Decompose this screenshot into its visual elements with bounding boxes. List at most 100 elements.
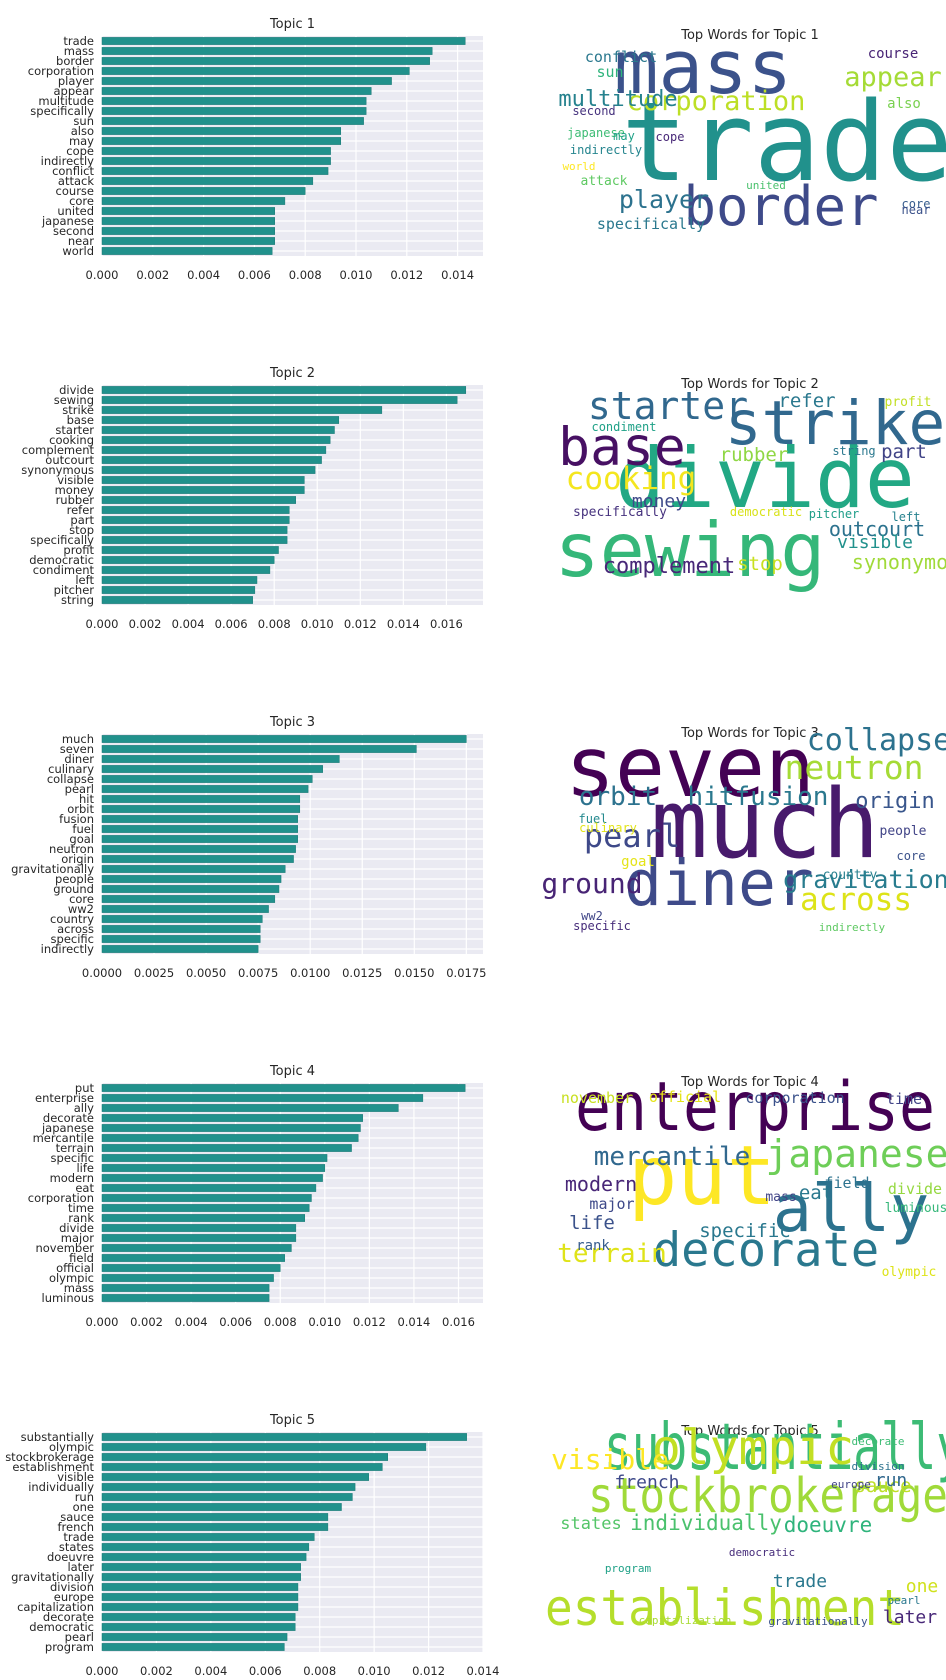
x-tick-label: 0.014 bbox=[387, 617, 420, 631]
y-tick-label: corporation bbox=[28, 64, 94, 78]
y-tick-label: specifically bbox=[30, 533, 94, 547]
y-tick-label: decorate bbox=[43, 1610, 94, 1624]
bar-trade bbox=[101, 37, 466, 45]
bar-course bbox=[101, 187, 306, 195]
bar-money bbox=[101, 486, 305, 494]
bar-synonymous bbox=[101, 466, 316, 474]
y-tick-label: world bbox=[62, 244, 94, 258]
y-tick-label: course bbox=[56, 184, 94, 198]
cloud-word: cope bbox=[656, 130, 685, 144]
bar-gravitationally bbox=[101, 865, 286, 873]
bar-europe bbox=[101, 1593, 299, 1601]
y-tick-label: pearl bbox=[65, 1630, 94, 1644]
bar-pearl bbox=[101, 1633, 288, 1641]
cloud-word: japanese bbox=[567, 126, 625, 140]
cloud-word: rank bbox=[576, 1238, 610, 1254]
bar-democratic bbox=[101, 1623, 296, 1631]
chart-title: Topic 2 bbox=[269, 366, 315, 381]
bar-official bbox=[101, 1264, 281, 1272]
bar-chart-topic-2: 0.000 0.002 0.004 0.006 0.008 0.010 0.012 0.014… bbox=[21, 366, 483, 631]
y-tick-label: condiment bbox=[33, 563, 95, 577]
cloud-word: string bbox=[832, 444, 875, 458]
cloud-word: fuel bbox=[579, 812, 608, 826]
cloud-word: capitalization bbox=[639, 1614, 732, 1627]
bar-strike bbox=[101, 406, 383, 414]
x-tick-label: 0.012 bbox=[412, 1664, 445, 1678]
cloud-word: indirectly bbox=[570, 143, 642, 157]
cloud-word: world bbox=[562, 160, 595, 173]
bar-program bbox=[101, 1643, 285, 1651]
y-tick-label: goal bbox=[69, 832, 94, 846]
word-cloud-title: Top Words for Topic 2 bbox=[680, 377, 819, 392]
cloud-word: democratic bbox=[730, 505, 802, 519]
cloud-word: corporation bbox=[745, 1089, 844, 1107]
y-tick-label: stop bbox=[69, 523, 94, 537]
cloud-word: major bbox=[589, 1195, 634, 1213]
x-tick-label: 0.0050 bbox=[186, 966, 226, 980]
bar-chart-topic-5: 0.000 0.002 0.004 0.006 0.008 0.010 0.012 0.014… bbox=[5, 1413, 499, 1678]
y-tick-label: across bbox=[57, 922, 94, 936]
bar-major bbox=[101, 1234, 297, 1242]
cloud-word: luminous bbox=[885, 1201, 946, 1216]
bar-japanese bbox=[101, 217, 275, 225]
y-tick-label: synonymous bbox=[21, 463, 94, 477]
y-tick-label: complement bbox=[22, 443, 95, 457]
bar-field bbox=[101, 1254, 285, 1262]
bar-seven bbox=[101, 745, 417, 753]
y-tick-label: eat bbox=[75, 1181, 94, 1195]
y-tick-label: specifically bbox=[30, 104, 94, 118]
y-tick-label: united bbox=[57, 204, 94, 218]
x-tick-label: 0.002 bbox=[136, 268, 169, 282]
bar-specific bbox=[101, 935, 261, 943]
cloud-word: establishment bbox=[545, 1579, 905, 1637]
cloud-word: goal bbox=[621, 854, 655, 870]
bar-ally bbox=[101, 1104, 399, 1112]
x-tick-label: 0.000 bbox=[86, 268, 119, 282]
bar-second bbox=[101, 227, 275, 235]
x-tick-label: 0.0150 bbox=[394, 966, 434, 980]
bar-much bbox=[101, 735, 467, 743]
bar-sauce bbox=[101, 1513, 329, 1521]
bar-divide bbox=[101, 386, 467, 394]
x-tick-label: 0.006 bbox=[215, 617, 248, 631]
bar-also bbox=[101, 127, 342, 135]
y-tick-label: cooking bbox=[49, 433, 94, 447]
x-tick-label: 0.008 bbox=[264, 1315, 297, 1329]
y-tick-label: life bbox=[76, 1161, 94, 1175]
bar-culinary bbox=[101, 765, 323, 773]
cloud-word: condiment bbox=[591, 420, 656, 434]
y-tick-label: sewing bbox=[54, 393, 94, 407]
y-tick-label: states bbox=[59, 1540, 94, 1554]
y-tick-label: pitcher bbox=[54, 583, 95, 597]
y-tick-label: later bbox=[67, 1560, 94, 1574]
x-tick-label: 0.000 bbox=[86, 1315, 119, 1329]
y-tick-label: europe bbox=[54, 1590, 94, 1604]
cloud-word: hitfusion bbox=[688, 782, 829, 812]
y-tick-label: democratic bbox=[29, 1620, 94, 1634]
bar-goal bbox=[101, 835, 298, 843]
y-tick-label: ally bbox=[74, 1101, 94, 1115]
bar-ww2 bbox=[101, 905, 269, 913]
x-tick-label: 0.000 bbox=[86, 1664, 119, 1678]
bar-part bbox=[101, 516, 290, 524]
y-tick-label: diner bbox=[64, 752, 94, 766]
y-tick-label: country bbox=[50, 912, 94, 926]
x-tick-label: 0.012 bbox=[344, 617, 377, 631]
bar-border bbox=[101, 57, 430, 65]
y-tick-label: fuel bbox=[72, 822, 94, 836]
y-tick-label: olympic bbox=[49, 1271, 94, 1285]
bar-specific bbox=[101, 1154, 328, 1162]
y-tick-label: gravitationally bbox=[11, 862, 94, 876]
bar-democratic bbox=[101, 556, 275, 564]
bar-french bbox=[101, 1523, 329, 1531]
y-tick-label: seven bbox=[60, 742, 94, 756]
y-tick-label: indirectly bbox=[41, 154, 95, 168]
cloud-word: attack bbox=[581, 174, 628, 189]
cloud-word: indirectly bbox=[819, 921, 886, 934]
cloud-word: stockbrokerage bbox=[588, 1468, 946, 1524]
x-tick-label: 0.006 bbox=[249, 1664, 282, 1678]
y-tick-label: time bbox=[68, 1201, 94, 1215]
cloud-word: also bbox=[887, 96, 921, 112]
y-tick-label: appear bbox=[54, 84, 95, 98]
